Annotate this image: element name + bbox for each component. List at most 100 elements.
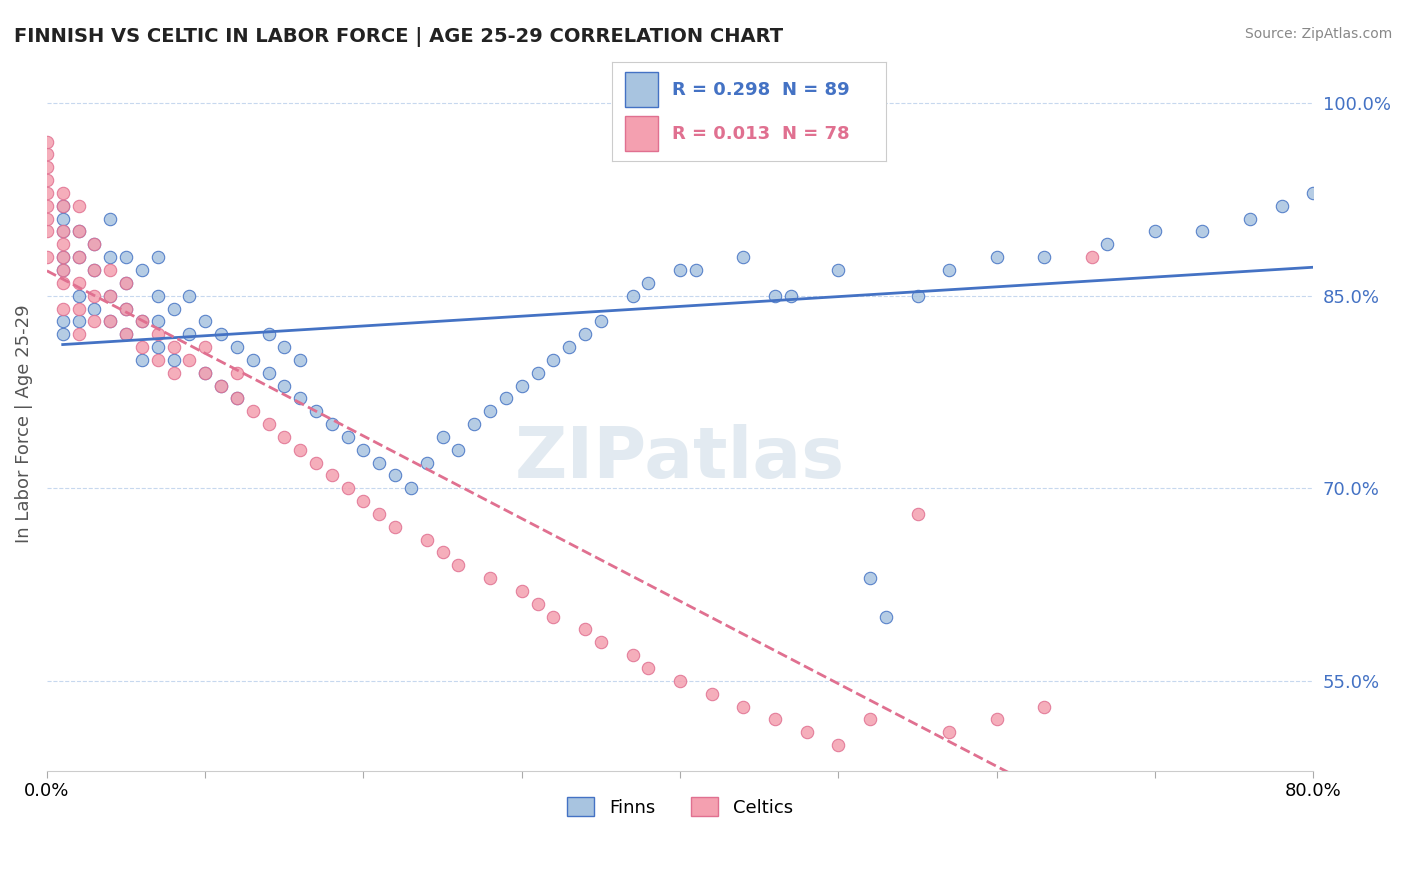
Point — [257, 366, 280, 380]
Point — [83, 288, 105, 302]
Point — [510, 584, 533, 599]
Point — [52, 199, 75, 213]
Point — [35, 173, 58, 187]
Point — [98, 314, 121, 328]
Point — [733, 699, 755, 714]
Point — [52, 263, 75, 277]
Point — [162, 340, 184, 354]
Point — [115, 276, 138, 290]
Point — [1033, 250, 1056, 264]
Point — [827, 738, 849, 752]
Point — [131, 314, 153, 328]
Point — [115, 327, 138, 342]
Point — [384, 468, 406, 483]
Text: R = 0.013: R = 0.013 — [672, 125, 770, 143]
Point — [780, 288, 803, 302]
Point — [288, 352, 311, 367]
Point — [67, 225, 90, 239]
Point — [35, 199, 58, 213]
Point — [131, 314, 153, 328]
Point — [700, 687, 723, 701]
Point — [1191, 225, 1213, 239]
Point — [52, 301, 75, 316]
Point — [589, 314, 612, 328]
Point — [131, 263, 153, 277]
Text: FINNISH VS CELTIC IN LABOR FORCE | AGE 25-29 CORRELATION CHART: FINNISH VS CELTIC IN LABOR FORCE | AGE 2… — [14, 27, 783, 46]
Point — [146, 340, 169, 354]
Point — [83, 263, 105, 277]
Point — [685, 263, 707, 277]
Point — [368, 456, 391, 470]
Point — [98, 263, 121, 277]
Point — [399, 481, 422, 495]
Point — [336, 481, 359, 495]
Point — [98, 211, 121, 226]
Point — [288, 442, 311, 457]
Point — [859, 571, 882, 585]
Point — [209, 327, 232, 342]
Point — [543, 352, 565, 367]
Point — [67, 250, 90, 264]
Point — [526, 597, 548, 611]
Point — [763, 288, 786, 302]
Point — [209, 378, 232, 392]
Point — [733, 250, 755, 264]
Point — [637, 661, 659, 675]
Point — [194, 366, 217, 380]
Point — [209, 378, 232, 392]
Point — [321, 417, 343, 431]
Point — [574, 327, 596, 342]
Point — [83, 237, 105, 252]
Point — [859, 712, 882, 726]
Point — [1080, 250, 1102, 264]
Point — [589, 635, 612, 649]
Point — [146, 327, 169, 342]
Y-axis label: In Labor Force | Age 25-29: In Labor Force | Age 25-29 — [15, 305, 32, 543]
Point — [526, 366, 548, 380]
Point — [83, 301, 105, 316]
Point — [416, 456, 439, 470]
Point — [384, 520, 406, 534]
FancyBboxPatch shape — [626, 116, 658, 151]
Point — [35, 135, 58, 149]
Point — [907, 288, 929, 302]
Point — [225, 392, 247, 406]
Point — [115, 301, 138, 316]
Point — [162, 352, 184, 367]
Point — [257, 327, 280, 342]
Text: Source: ZipAtlas.com: Source: ZipAtlas.com — [1244, 27, 1392, 41]
Point — [98, 288, 121, 302]
Point — [52, 225, 75, 239]
Point — [288, 392, 311, 406]
Point — [1302, 186, 1324, 200]
Point — [669, 263, 692, 277]
Point — [35, 161, 58, 175]
Point — [938, 725, 960, 739]
Point — [621, 648, 644, 662]
Text: N = 89: N = 89 — [782, 81, 849, 99]
Point — [336, 430, 359, 444]
Point — [242, 352, 264, 367]
Point — [115, 327, 138, 342]
Point — [574, 623, 596, 637]
Point — [1033, 699, 1056, 714]
Point — [146, 352, 169, 367]
Point — [67, 225, 90, 239]
Point — [35, 225, 58, 239]
Point — [52, 327, 75, 342]
Point — [432, 545, 454, 559]
Point — [495, 392, 517, 406]
Point — [194, 366, 217, 380]
Point — [447, 442, 470, 457]
Point — [35, 147, 58, 161]
Point — [1271, 199, 1294, 213]
Point — [52, 186, 75, 200]
Point — [52, 237, 75, 252]
Point — [52, 225, 75, 239]
Point — [432, 430, 454, 444]
Point — [463, 417, 485, 431]
Point — [353, 494, 375, 508]
Point — [52, 263, 75, 277]
Point — [1143, 225, 1166, 239]
Point — [273, 430, 295, 444]
